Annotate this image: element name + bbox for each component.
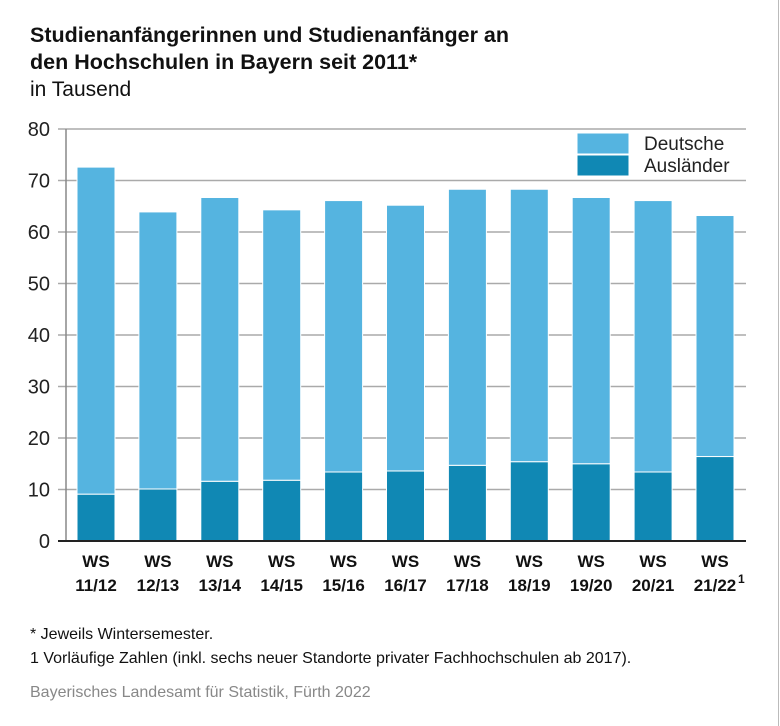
y-tick-label: 30: [28, 377, 50, 399]
bar-deutsche: [324, 200, 364, 473]
bar-deutsche: [386, 204, 425, 472]
y-tick-label: 60: [28, 222, 50, 244]
x-tick-label: WS: [82, 552, 109, 571]
x-tick-label: 20/21: [632, 576, 675, 595]
chart-subtitle: in Tausend: [30, 78, 132, 101]
footnote-2: 1 Vorläufige Zahlen (inkl. sechs neuer S…: [30, 650, 632, 667]
y-tick-label: 70: [28, 171, 50, 193]
bar-ausländer: [695, 456, 735, 542]
bar-deutsche: [447, 188, 487, 466]
bar-ausländer: [138, 488, 178, 542]
title-line-1: Studienanfängerinnen und Studienanfänger…: [30, 23, 509, 47]
x-tick-label: 18/19: [508, 576, 551, 595]
x-tick-label: 12/13: [137, 576, 180, 595]
x-tick-label: WS: [516, 552, 543, 571]
y-tick-label: 0: [39, 531, 50, 553]
bar-deutsche: [200, 196, 240, 482]
x-tick-label: WS: [206, 552, 233, 571]
x-tick-superscript: 1: [738, 572, 745, 586]
x-tick-label: 13/14: [199, 576, 242, 595]
y-tick-label: 50: [28, 274, 50, 296]
bar-ausländer: [633, 471, 673, 542]
bar-ausländer: [200, 480, 240, 542]
x-tick-label: WS: [144, 552, 171, 571]
bar-deutsche: [695, 215, 735, 458]
bar-deutsche: [571, 196, 611, 465]
bar-ausländer: [76, 493, 116, 542]
title-line-2: den Hochschulen in Bayern seit 2011*: [30, 50, 418, 74]
y-tick-label: 40: [28, 325, 50, 347]
x-tick-label: 21/22: [694, 576, 737, 595]
chart-title: Studienanfängerinnen und Studienanfänger…: [30, 22, 730, 76]
x-tick-label: 19/20: [570, 576, 613, 595]
x-tick-label: 16/17: [384, 576, 427, 595]
x-tick-label: WS: [392, 552, 419, 571]
bar-ausländer: [324, 471, 364, 542]
y-tick-label: 80: [28, 119, 50, 141]
bar-deutsche: [138, 211, 178, 490]
y-tick-label: 20: [28, 428, 50, 450]
y-tick-label: 10: [28, 480, 50, 502]
bar-ausländer: [571, 463, 611, 542]
x-tick-label: 15/16: [322, 576, 365, 595]
bar-deutsche: [76, 166, 116, 495]
legend-label: Ausländer: [644, 156, 730, 177]
x-tick-label: WS: [701, 552, 728, 571]
x-tick-label: WS: [454, 552, 481, 571]
x-tick-label: 11/12: [75, 576, 117, 595]
bar-ausländer: [509, 461, 549, 542]
footnote-1: * Jeweils Wintersemester.: [30, 626, 214, 643]
x-tick-label: WS: [578, 552, 605, 571]
legend-swatch-ausländer: [576, 154, 630, 177]
x-tick-label: WS: [639, 552, 666, 571]
x-tick-label: 14/15: [260, 576, 303, 595]
bar-ausländer: [386, 470, 425, 542]
bar-deutsche: [509, 188, 549, 463]
legend-swatch-deutsche: [576, 132, 630, 155]
bar-ausländer: [262, 479, 302, 542]
bar-deutsche: [633, 200, 673, 473]
x-tick-label: WS: [268, 552, 295, 571]
bar-ausländer: [447, 464, 487, 542]
legend-label: Deutsche: [644, 134, 724, 155]
source-note: Bayerisches Landesamt für Statistik, Für…: [30, 684, 371, 701]
bar-deutsche: [262, 209, 302, 481]
x-tick-label: WS: [330, 552, 357, 571]
x-tick-label: 17/18: [446, 576, 489, 595]
